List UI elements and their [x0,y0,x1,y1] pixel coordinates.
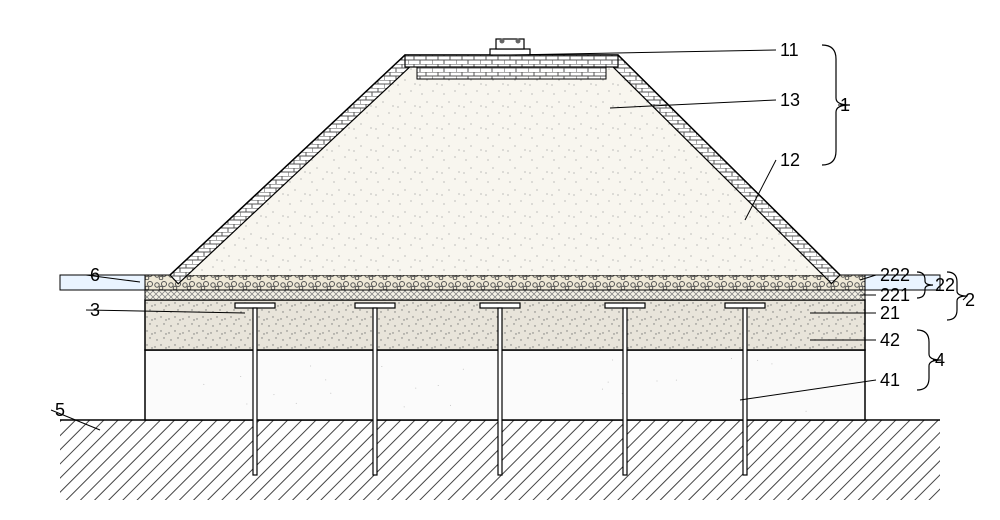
label-11: 11 [780,40,799,60]
pile-3 [253,308,257,475]
label-12: 12 [780,150,800,170]
cap-bolt [516,39,521,44]
label-21: 21 [880,303,900,323]
pile-3 [623,308,627,475]
pile-3 [743,308,747,475]
label-1: 1 [840,95,850,115]
pile-cap [355,303,395,308]
label-221: 221 [880,285,910,305]
label-13: 13 [780,90,800,110]
label-41: 41 [880,370,900,390]
pile-3 [373,308,377,475]
label-4: 4 [935,350,945,370]
cushion-222 [145,275,865,290]
label-222: 222 [880,265,910,285]
label-6: 6 [90,265,100,285]
cap-base [490,49,530,55]
label-42: 42 [880,330,900,350]
pile-cap [725,303,765,308]
pile-3 [498,308,502,475]
pile-cap [235,303,275,308]
cap-bolt [500,39,505,44]
top-11 [405,55,618,67]
pile-cap [605,303,645,308]
label-5: 5 [55,400,65,420]
label-3: 3 [90,300,100,320]
label-22: 22 [935,275,955,295]
diagram-svg: 11131216352222212221242414 [0,0,1000,520]
cushion-221 [145,290,865,300]
label-2: 2 [965,290,975,310]
pile-cap [480,303,520,308]
